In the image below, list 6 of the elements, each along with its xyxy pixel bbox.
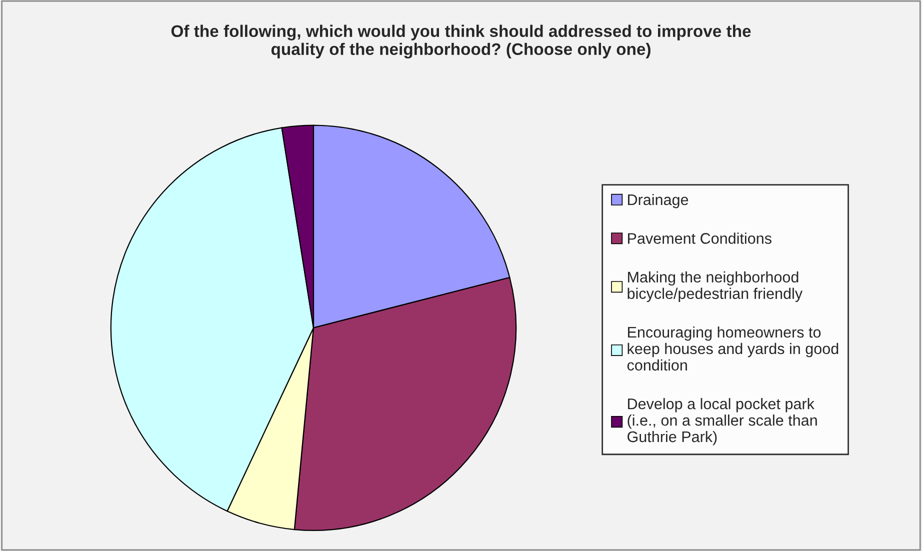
legend-label: Encouraging homeowners to keep houses and yards in good condition: [627, 326, 838, 371]
legend-label: Develop a local pocket park (i.e., on a smaller scale than Guthrie Park): [628, 398, 817, 446]
legend-label: Drainage: [628, 194, 688, 208]
legend-label: Making the neighborhood bicycle/pedestrian friendly: [628, 271, 803, 302]
chart-title: Of the following, which would you think should addressed to improve the quality of the neighborhood? (Choose only one): [171, 24, 751, 58]
legend-label: Pavement Conditions: [628, 232, 772, 244]
